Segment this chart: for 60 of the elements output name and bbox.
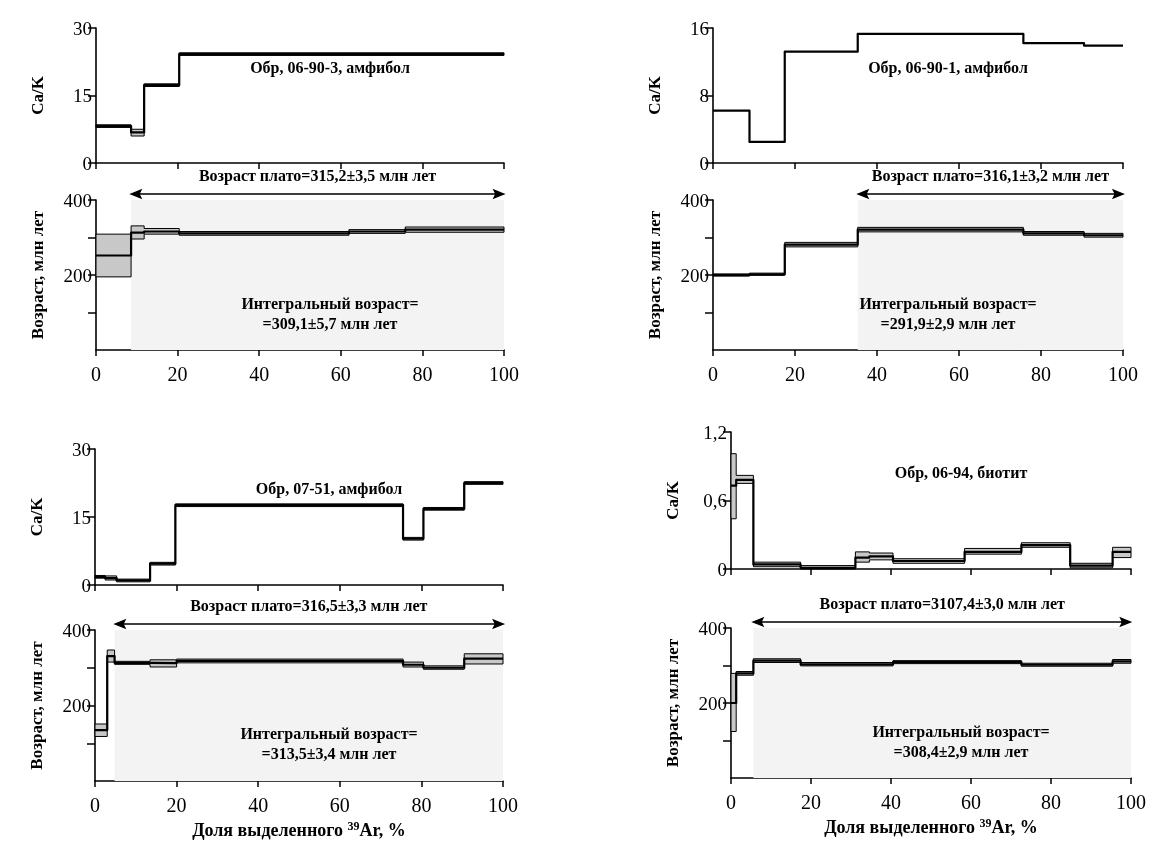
y-tick-label: 200 (698, 692, 727, 714)
band-label: Возраст плато=3107,4±3,0 млн лет (819, 594, 1065, 613)
y-tick-label: 1,2 (703, 421, 727, 443)
annotation: Интегральный возраст= =309,1±5,7 млн лет (241, 294, 419, 332)
y-tick-label: 0 (82, 152, 92, 174)
x-tick-label: 20 (166, 794, 187, 816)
y-tick-label: 15 (73, 85, 92, 106)
y-axis-title: Возраст, млн лет (645, 210, 664, 340)
x-tick-label: 20 (785, 363, 805, 385)
y-tick-label: 400 (698, 617, 727, 639)
annotation: Обр, 06-94, биотит (894, 463, 1028, 482)
x-tick-label: 60 (949, 363, 969, 385)
y-tick-label: 0 (81, 574, 91, 596)
y-axis-title: Возраст, млн лет (28, 210, 47, 340)
y-tick-label: 200 (63, 264, 92, 286)
y-tick-label: 0,6 (703, 490, 727, 511)
x-tick-label: 60 (330, 363, 351, 385)
x-tick-label: 40 (249, 363, 270, 385)
x-tick-label: 20 (167, 363, 188, 385)
y-tick-label: 200 (62, 695, 91, 716)
y-tick-label: 400 (680, 189, 709, 211)
y-tick-label: 0 (717, 558, 727, 580)
annotation: Интегральный возраст= =313,5±3,4 млн лет (240, 725, 418, 763)
x-tick-label: 60 (329, 794, 350, 816)
y-tick-label: 200 (680, 264, 709, 286)
x-tick-label: 60 (961, 791, 981, 813)
annotation: Интегральный возраст= =308,4±2,9 млн лет (872, 722, 1050, 760)
annotation: Обр, 07-51, амфибол (255, 480, 403, 499)
y-axis-title: Возраст, млн лет (27, 640, 46, 770)
x-tick-label: 100 (488, 794, 518, 816)
band-label: Возраст плато=315,2±3,5 млн лет (198, 166, 437, 185)
annotation: Обр, 06-90-1, амфибол (868, 59, 1028, 78)
y-axis-title: Возраст, млн лет (663, 638, 682, 768)
x-tick-label: 80 (412, 363, 433, 385)
band-label: Возраст плато=316,1±3,2 млн лет (871, 166, 1110, 185)
x-tick-label: 80 (1031, 363, 1051, 385)
y-tick-label: 16 (690, 17, 709, 39)
x-tick-label: 40 (867, 363, 887, 385)
y-tick-label: 400 (62, 619, 91, 641)
y-tick-label: 0 (699, 152, 709, 174)
x-tick-label: 20 (801, 791, 821, 813)
y-axis-title: Ca/K (28, 75, 47, 115)
band-label: Возраст плато=316,5±3,3 млн лет (190, 596, 428, 615)
x-tick-label: 80 (1041, 791, 1061, 813)
y-tick-label: 400 (63, 189, 92, 211)
x-tick-label: 100 (1108, 363, 1138, 385)
annotation: Обр, 06-90-3, амфибол (250, 59, 410, 78)
x-tick-label: 80 (411, 794, 432, 816)
x-tick-label: 40 (881, 791, 901, 813)
y-tick-label: 8 (699, 85, 709, 106)
annotation: Интегральный возраст= =291,9±2,9 млн лет (859, 294, 1037, 332)
x-tick-label: 100 (1116, 791, 1146, 813)
y-axis-title: Ca/K (663, 480, 682, 520)
x-tick-label: 100 (489, 363, 519, 385)
y-axis-title: Ca/K (27, 496, 46, 537)
y-axis-title: Ca/K (645, 75, 664, 115)
y-tick-label: 30 (73, 17, 92, 39)
x-tick-label: 40 (248, 794, 269, 816)
y-tick-label: 15 (72, 506, 91, 528)
y-tick-label: 30 (72, 438, 91, 460)
